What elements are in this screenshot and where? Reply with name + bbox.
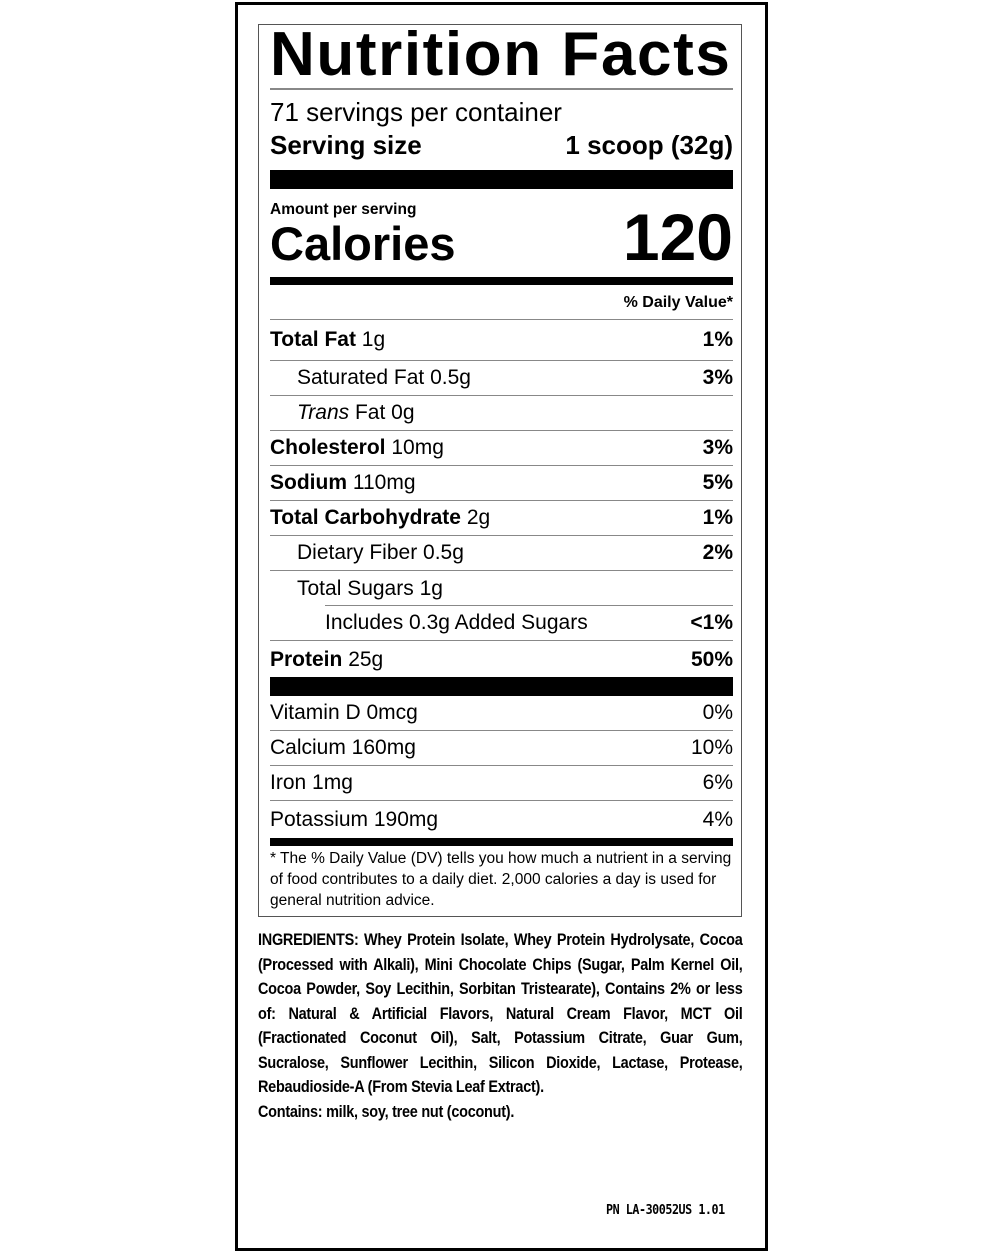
nutrient-row-total-fat: Total Fat 1g 1% [270, 320, 733, 361]
nutrient-amount: 0.5g [430, 366, 471, 389]
ingredients-text: INGREDIENTS: Whey Protein Isolate, Whey … [258, 930, 743, 1096]
nutrient-name: Trans [297, 401, 350, 424]
vitamin-table: Vitamin D 0mcg 0% Calcium 160mg 10% Iron… [270, 696, 733, 838]
vitamin-row-iron: Iron 1mg 6% [270, 766, 733, 801]
calories-value: 120 [622, 200, 733, 274]
divider [270, 88, 733, 90]
vitamin-dv: 6% [702, 771, 733, 794]
vitamin-text: Iron 1mg [270, 771, 353, 794]
serving-size-value: 1 scoop (32g) [565, 130, 733, 160]
nutrient-dv: 3% [702, 366, 733, 389]
calories-row: Calories 120 [270, 204, 733, 270]
nutrient-amount: 2g [466, 506, 491, 529]
nutrient-dv: <1% [690, 611, 733, 634]
nutrient-row-protein: Protein 25g 50% [270, 641, 733, 678]
amount-per-serving: Amount per serving [270, 201, 417, 218]
nutrition-facts-panel [258, 24, 742, 917]
nutrient-amount: 1g [361, 328, 386, 351]
nutrient-name: Total Fat [270, 328, 356, 351]
daily-value-footnote: * The % Daily Value (DV) tells you how m… [270, 850, 732, 909]
nutrient-dv: 1% [702, 328, 733, 351]
nutrient-row-sodium: Sodium 110mg 5% [270, 466, 733, 501]
vitamin-text: Calcium 160mg [270, 736, 416, 759]
nutrient-row-dietary-fiber: Dietary Fiber 0.5g 2% [270, 536, 733, 571]
nutrient-name: Includes 0.3g Added Sugars [325, 611, 588, 634]
nutrient-amount: 25g [348, 647, 384, 671]
nutrition-facts-title: Nutrition Facts [270, 20, 732, 89]
nutrient-amount: 110mg [352, 471, 416, 494]
medium-divider [270, 838, 733, 846]
vitamin-dv: 10% [690, 736, 733, 759]
calories-label: Calories [270, 217, 456, 270]
thick-divider [270, 170, 733, 189]
nutrient-name-suffix: Fat [354, 401, 386, 424]
serving-size-label: Serving size [270, 130, 422, 160]
nutrient-amount: 10mg [391, 436, 444, 459]
vitamin-row-vitamin-d: Vitamin D 0mcg 0% [270, 696, 733, 731]
part-number: PN LA-30052US 1.01 [606, 1203, 725, 1218]
nutrient-dv: 2% [702, 541, 733, 564]
vitamin-dv: 4% [702, 807, 733, 831]
nutrient-name: Total Sugars [297, 576, 414, 600]
nutrient-dv: 5% [702, 471, 733, 494]
nutrient-name: Protein [270, 647, 343, 671]
ingredients-section: INGREDIENTS: Whey Protein Isolate, Whey … [258, 928, 743, 1124]
servings-per-container: 71 servings per container [270, 97, 562, 127]
vitamin-row-calcium: Calcium 160mg 10% [270, 731, 733, 766]
medium-divider [270, 277, 733, 285]
nutrient-row-cholesterol: Cholesterol 10mg 3% [270, 431, 733, 466]
nutrient-row-total-carbohydrate: Total Carbohydrate 2g 1% [270, 501, 733, 536]
nutrient-name: Total Carbohydrate [270, 506, 461, 529]
nutrient-dv: 3% [702, 436, 733, 459]
nutrient-name: Dietary Fiber [297, 541, 418, 564]
thick-divider [270, 677, 733, 696]
nutrient-row-added-sugars: Includes 0.3g Added Sugars <1% [270, 606, 733, 641]
nutrient-amount: 1g [419, 576, 443, 600]
nutrient-name: Cholesterol [270, 436, 386, 459]
serving-size: Serving size 1 scoop (32g) [270, 128, 733, 162]
nutrient-row-trans-fat: Trans Fat 0g [270, 396, 733, 431]
nutrient-row-saturated-fat: Saturated Fat 0.5g 3% [270, 361, 733, 396]
nutrient-dv: 50% [690, 647, 733, 671]
nutrient-name: Sodium [270, 471, 347, 494]
nutrient-dv: 1% [702, 506, 733, 529]
daily-value-header: % Daily Value* [623, 294, 733, 311]
vitamin-dv: 0% [702, 701, 733, 724]
vitamin-row-potassium: Potassium 190mg 4% [270, 801, 733, 838]
nutrient-amount: 0g [391, 401, 415, 424]
vitamin-text: Potassium 190mg [270, 807, 439, 831]
vitamin-text: Vitamin D 0mcg [270, 701, 418, 724]
nutrient-row-total-sugars: Total Sugars 1g [270, 571, 733, 606]
nutrient-name: Saturated Fat [297, 366, 425, 389]
allergen-statement: Contains: milk, soy, tree nut (coconut). [258, 1101, 515, 1121]
nutrient-amount: 0.5g [423, 541, 464, 564]
nutrient-table: Total Fat 1g 1% Saturated Fat 0.5g 3% Tr… [270, 319, 733, 678]
